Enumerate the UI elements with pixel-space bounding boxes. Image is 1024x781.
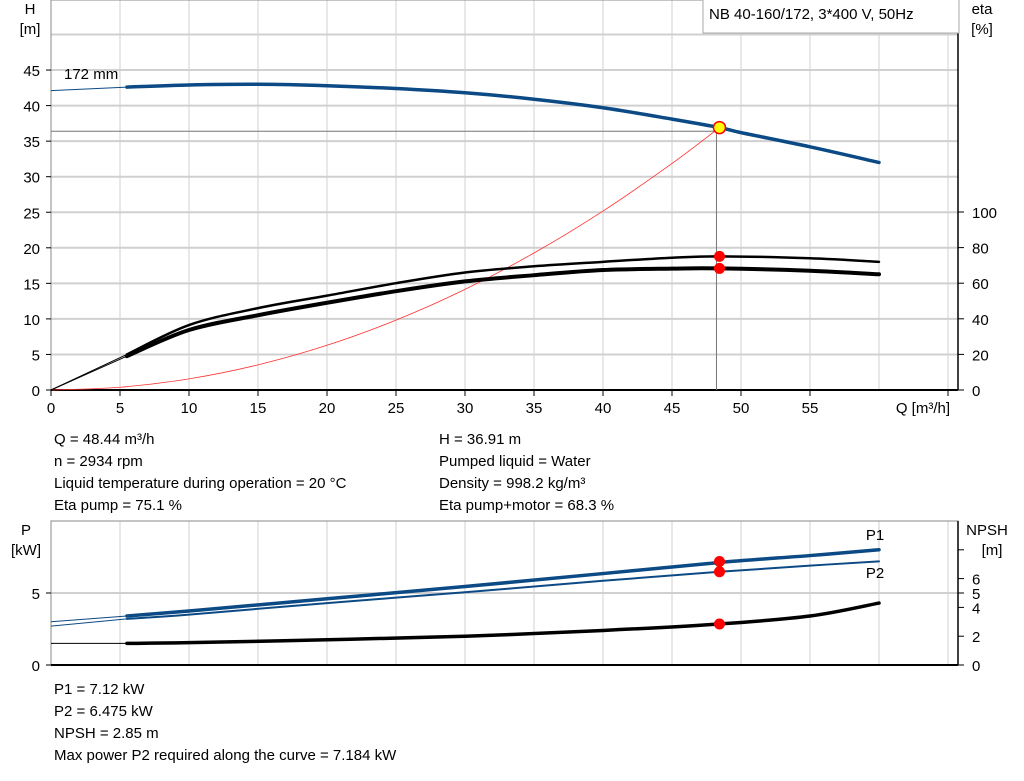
x-tick-label: 10 (181, 400, 198, 417)
y-tick-label: 0 (32, 383, 40, 400)
info-temperature: Liquid temperature during operation = 20… (54, 475, 347, 492)
x-tick-label: 5 (116, 400, 124, 417)
eta-tick-label: 0 (972, 383, 980, 400)
eta-pump-motor-marker (713, 262, 725, 274)
y-tick-label: 25 (23, 205, 40, 222)
info-p2: P2 = 6.475 kW (54, 703, 153, 720)
y-tick-label: 15 (23, 276, 40, 293)
p1-curve-line (125, 548, 881, 618)
x-axis-label: Q [m³/h] (896, 400, 950, 417)
info-liquid: Pumped liquid = Water (439, 453, 591, 470)
p1-marker (713, 555, 725, 567)
npsh-tick-label: 4 (972, 600, 980, 617)
y-tick-label: 10 (23, 312, 40, 329)
npsh-marker (713, 618, 725, 630)
power-tick-label: 0 (32, 658, 40, 675)
eta-pump-motor-curve-extension (50, 355, 128, 391)
x-tick-label: 50 (733, 400, 750, 417)
x-tick-label: 45 (664, 400, 681, 417)
head-curve-extension (50, 86, 127, 92)
info-head: H = 36.91 m (439, 431, 522, 448)
p1-label: P1 (866, 527, 884, 544)
info-density: Density = 998.2 kg/m³ (439, 475, 586, 492)
p2-marker (713, 566, 725, 578)
y-axis-unit: [m] (20, 21, 41, 38)
x-tick-label: 15 (250, 400, 267, 417)
npsh-tick-label: 2 (972, 629, 980, 646)
info-eta-pump-motor: Eta pump+motor = 68.3 % (439, 497, 615, 514)
power-axis-unit: [kW] (11, 542, 41, 559)
info-speed: n = 2934 rpm (54, 453, 143, 470)
y-tick-label: 30 (23, 170, 40, 187)
npsh-axis-unit: [m] (982, 542, 1003, 559)
p2-label: P2 (866, 565, 884, 582)
p1-curve-extension (50, 615, 127, 623)
info-max-power: Max power P2 required along the curve = … (54, 747, 397, 764)
eta-tick-label: 20 (972, 347, 989, 364)
p2-curve-extension (50, 618, 127, 627)
eta-pump-marker (713, 250, 725, 262)
y-tick-label: 40 (23, 99, 40, 116)
impeller-diameter-label: 172 mm (64, 66, 118, 83)
npsh-axis-name: NPSH (966, 522, 1008, 539)
npsh-tick-label: 5 (972, 586, 980, 603)
eta-tick-label: 40 (972, 312, 989, 329)
info-top-left: Q = 48.44 m³/h n = 2934 rpm Liquid tempe… (54, 429, 346, 517)
x-tick-label: 25 (388, 400, 405, 417)
x-tick-label: 55 (802, 400, 819, 417)
eta-axis-unit: [%] (971, 21, 993, 38)
eta-tick-label: 80 (972, 241, 989, 258)
power-axis-name: P (21, 522, 31, 539)
npsh-curve-line (125, 601, 881, 646)
info-flow: Q = 48.44 m³/h (54, 431, 155, 448)
x-tick-label: 35 (526, 400, 543, 417)
y-tick-label: 35 (23, 134, 40, 151)
power-tick-label: 5 (32, 586, 40, 603)
system-curve-line (50, 127, 720, 391)
x-tick-label: 20 (319, 400, 336, 417)
y-tick-label: 20 (23, 241, 40, 258)
npsh-tick-label: 0 (972, 658, 980, 675)
x-tick-label: 40 (595, 400, 612, 417)
info-npsh: NPSH = 2.85 m (54, 725, 159, 742)
eta-pump-motor-curve-line (124, 266, 881, 359)
operating-point-marker (712, 120, 727, 135)
info-top-right: H = 36.91 m Pumped liquid = Water Densit… (439, 429, 614, 517)
y-axis-name: H (25, 1, 36, 18)
eta-tick-label: 100 (972, 205, 997, 222)
info-p1: P1 = 7.12 kW (54, 681, 145, 698)
info-eta-pump: Eta pump = 75.1 % (54, 497, 182, 514)
eta-tick-label: 60 (972, 276, 989, 293)
npsh-tick-label: 6 (972, 572, 980, 589)
title-box (702, 0, 960, 34)
p2-curve-line (125, 560, 880, 620)
x-tick-label: 0 (47, 400, 55, 417)
y-tick-label: 5 (32, 347, 40, 364)
y-tick-label: 45 (23, 63, 40, 80)
eta-pump-curve-line (125, 255, 881, 356)
info-bottom: P1 = 7.12 kW P2 = 6.475 kW NPSH = 2.85 m… (54, 679, 396, 767)
x-tick-label: 30 (457, 400, 474, 417)
title-box-text: NB 40-160/172, 3*400 V, 50Hz (709, 6, 914, 23)
eta-axis-name: eta (972, 1, 994, 18)
head-curve-line (125, 82, 881, 165)
